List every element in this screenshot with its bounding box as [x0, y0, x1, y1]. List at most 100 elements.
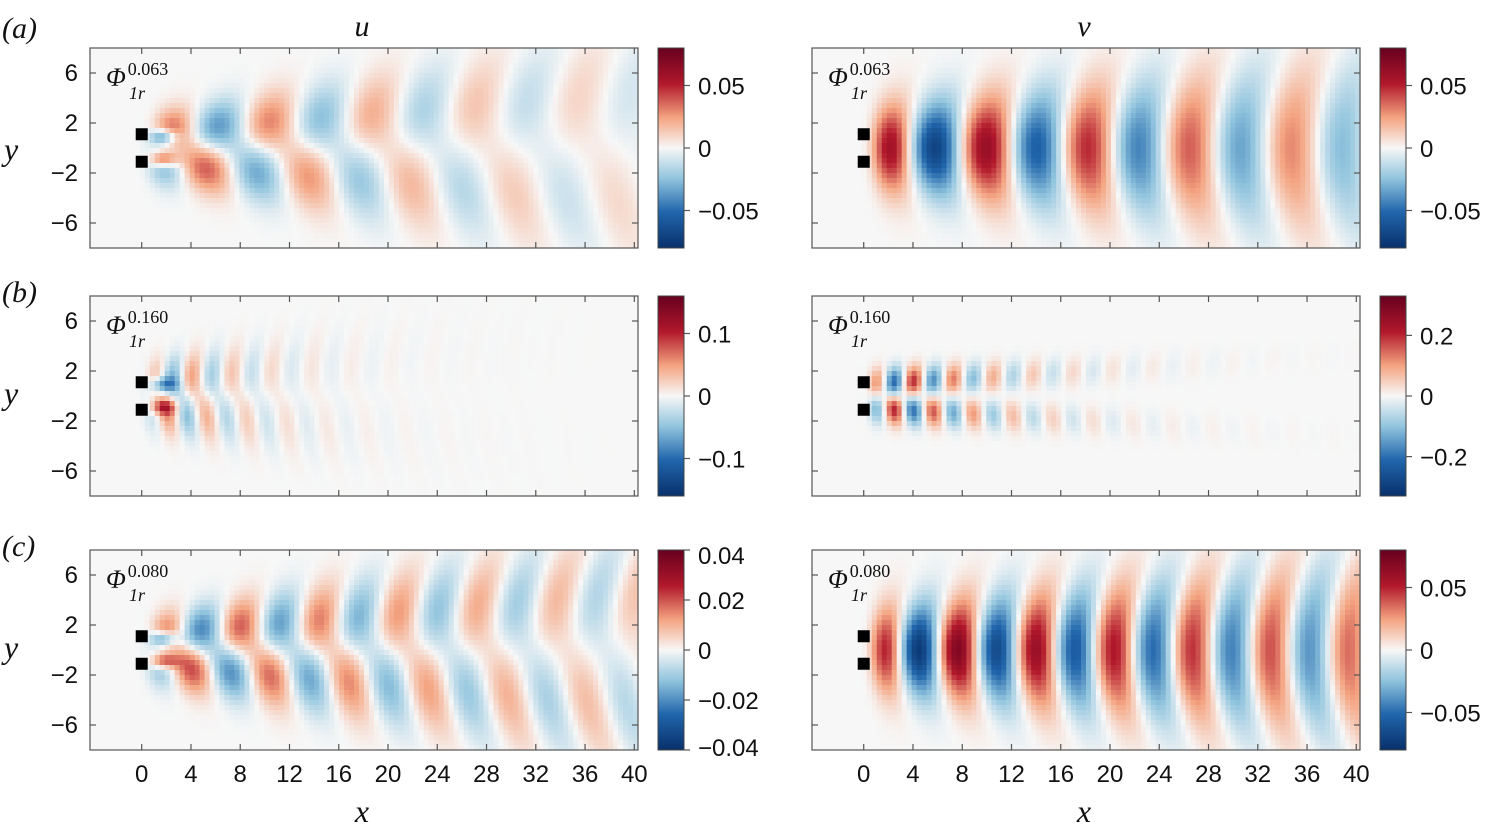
- heatmap-cell: [613, 238, 619, 244]
- heatmap-cell: [239, 193, 245, 199]
- heatmap-cell: [489, 53, 495, 59]
- heatmap-cell: [593, 228, 599, 234]
- heatmap-cell: [215, 198, 221, 204]
- heatmap-cell: [528, 238, 534, 244]
- heatmap-cell: [553, 58, 559, 64]
- heatmap-cell: [299, 53, 305, 59]
- heatmap-cell: [494, 103, 500, 109]
- heatmap-cell: [454, 223, 460, 229]
- heatmap-cell: [399, 158, 405, 164]
- heatmap-cell: [484, 143, 490, 149]
- heatmap-cell: [563, 163, 569, 169]
- heatmap-cell: [299, 148, 305, 154]
- heatmap-cell: [229, 108, 235, 114]
- heatmap-cell: [583, 238, 589, 244]
- heatmap-cell: [369, 193, 375, 199]
- heatmap-cell: [115, 153, 121, 159]
- heatmap-cell: [523, 48, 529, 54]
- heatmap-cell: [543, 208, 549, 214]
- heatmap-cell: [319, 153, 325, 159]
- heatmap-cell: [344, 93, 350, 99]
- heatmap-cell: [200, 98, 206, 104]
- heatmap-cell: [499, 98, 505, 104]
- heatmap-cell: [269, 198, 275, 204]
- heatmap-cell: [105, 133, 111, 139]
- heatmap-cell: [339, 128, 345, 134]
- heatmap-cell: [563, 158, 569, 164]
- heatmap-cell: [499, 153, 505, 159]
- heatmap-cell: [244, 188, 250, 194]
- heatmap-cell: [259, 233, 265, 239]
- heatmap-cell: [110, 148, 116, 154]
- heatmap-cell: [314, 133, 320, 139]
- heatmap-cell: [538, 168, 544, 174]
- heatmap-cell: [479, 83, 485, 89]
- heatmap-cell: [563, 48, 569, 54]
- heatmap-cell: [309, 118, 315, 124]
- heatmap-cell: [259, 203, 265, 209]
- heatmap-cell: [419, 143, 425, 149]
- heatmap-cell: [190, 58, 196, 64]
- heatmap-cell: [598, 223, 604, 229]
- heatmap-cell: [533, 133, 539, 139]
- heatmap-cell: [449, 218, 455, 224]
- heatmap-cell: [424, 143, 430, 149]
- heatmap-cell: [409, 163, 415, 169]
- heatmap-cell: [354, 218, 360, 224]
- heatmap-cell: [100, 83, 106, 89]
- heatmap-cell: [593, 223, 599, 229]
- heatmap-cell: [284, 173, 290, 179]
- heatmap-cell: [484, 58, 490, 64]
- heatmap-cell: [309, 158, 315, 164]
- heatmap-cell: [479, 238, 485, 244]
- heatmap-cell: [429, 78, 435, 84]
- heatmap-cell: [543, 163, 549, 169]
- heatmap-cell: [503, 198, 509, 204]
- heatmap-cell: [180, 93, 186, 99]
- heatmap-cell: [543, 228, 549, 234]
- heatmap-cell: [588, 153, 594, 159]
- heatmap-cell: [309, 93, 315, 99]
- heatmap-cell: [264, 188, 270, 194]
- heatmap-cell: [558, 143, 564, 149]
- heatmap-cell: [409, 173, 415, 179]
- heatmap-cell: [334, 208, 340, 214]
- heatmap-cell: [299, 208, 305, 214]
- heatmap-cell: [419, 193, 425, 199]
- heatmap-cell: [334, 168, 340, 174]
- heatmap-cell: [613, 98, 619, 104]
- heatmap-cell: [195, 238, 201, 244]
- heatmap-cell: [508, 173, 514, 179]
- heatmap-cell: [339, 208, 345, 214]
- heatmap-cell: [523, 178, 529, 184]
- heatmap-cell: [578, 178, 584, 184]
- heatmap-cell: [155, 233, 161, 239]
- heatmap-cell: [563, 138, 569, 144]
- heatmap-cell: [130, 103, 136, 109]
- heatmap-cell: [618, 88, 624, 94]
- heatmap-cell: [229, 218, 235, 224]
- heatmap-cell: [220, 188, 226, 194]
- heatmap-cell: [479, 173, 485, 179]
- heatmap-cell: [613, 88, 619, 94]
- heatmap-cell: [523, 98, 529, 104]
- heatmap-cell: [205, 173, 211, 179]
- heatmap-cell: [543, 203, 549, 209]
- heatmap-cell: [588, 228, 594, 234]
- heatmap-cell: [125, 113, 131, 119]
- heatmap-cell: [269, 238, 275, 244]
- heatmap-cell: [603, 53, 609, 59]
- heatmap-cell: [533, 93, 539, 99]
- heatmap-cell: [489, 133, 495, 139]
- heatmap-cell: [598, 78, 604, 84]
- heatmap-cell: [399, 48, 405, 54]
- heatmap-cell: [329, 238, 335, 244]
- heatmap-cell: [259, 148, 265, 154]
- heatmap-cell: [170, 233, 176, 239]
- heatmap-cell: [225, 213, 231, 219]
- heatmap-cell: [190, 118, 196, 124]
- heatmap-cell: [349, 213, 355, 219]
- heatmap-cell: [269, 173, 275, 179]
- heatmap-cell: [389, 228, 395, 234]
- heatmap-cell: [95, 48, 101, 54]
